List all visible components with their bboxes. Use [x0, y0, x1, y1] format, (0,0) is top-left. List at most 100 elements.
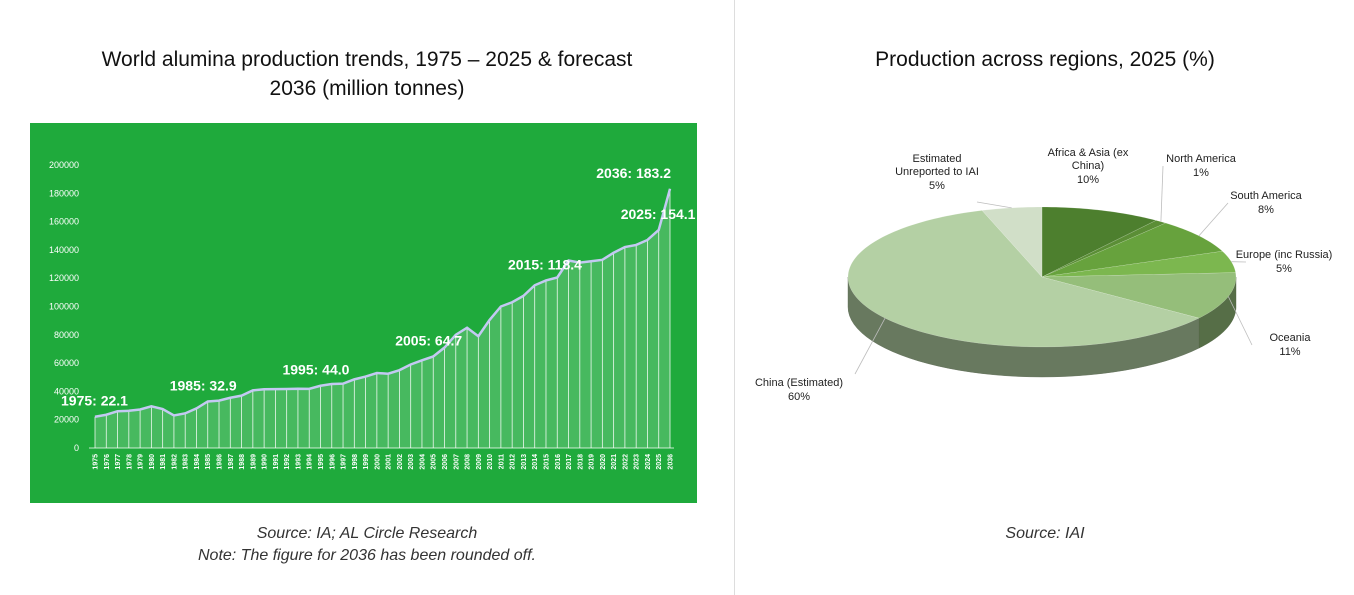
x-tick-label: 2024 — [645, 454, 652, 470]
trends-chart-title: World alumina production trends, 1975 – … — [0, 45, 734, 103]
regional-production-panel: Production across regions, 2025 (%) Afri… — [736, 0, 1354, 595]
y-tick-label: 40000 — [54, 386, 79, 396]
x-tick-label: 2036 — [668, 454, 675, 470]
pie-label-percent: 10% — [1077, 174, 1099, 186]
x-tick-label: 2023 — [634, 454, 641, 470]
annotation-1995: 1995: 44.0 — [282, 362, 349, 378]
x-tick-label: 1981 — [160, 454, 167, 470]
trends-title-line2: 2036 (million tonnes) — [269, 77, 465, 100]
x-tick-label: 2006 — [442, 454, 449, 470]
x-tick-label: 2016 — [555, 454, 562, 470]
x-tick-label: 2019 — [589, 454, 596, 470]
x-tick-label: 1984 — [194, 454, 201, 470]
x-tick-label: 1979 — [138, 454, 145, 470]
x-tick-label: 2001 — [386, 454, 393, 470]
pie-leader-line — [1227, 296, 1253, 346]
pie-label-name: Africa & Asia (ex — [1048, 147, 1129, 159]
x-tick-label: 2004 — [419, 454, 426, 470]
x-tick-label: 2005 — [431, 454, 438, 470]
y-tick-label: 0 — [74, 443, 79, 453]
x-tick-label: 1975 — [93, 454, 100, 470]
production-area-fill — [95, 188, 670, 448]
panel-divider — [734, 0, 735, 595]
x-tick-label: 2008 — [465, 454, 472, 470]
pie-label-percent: 60% — [788, 391, 810, 403]
production-area-chart: 0 20000 40000 60000 80000 100000 120000 140000 1… — [30, 123, 697, 503]
production-trends-panel: World alumina production trends, 1975 – … — [0, 45, 734, 564]
x-tick-label: 2002 — [397, 454, 404, 470]
x-tick-label: 1997 — [341, 454, 348, 470]
x-tick-label: 2014 — [532, 454, 539, 470]
x-tick-label: 2011 — [498, 454, 505, 469]
pie-leader-line — [1160, 165, 1164, 222]
x-tick-label: 2025 — [656, 454, 663, 470]
annotation-1975: 1975: 22.1 — [61, 393, 128, 409]
x-tick-label: 2022 — [622, 454, 629, 470]
x-tick-label: 1993 — [295, 454, 302, 470]
y-tick-label: 200000 — [49, 160, 79, 170]
pie-leader-line — [1198, 202, 1229, 237]
pie-label-name-line2: China) — [1072, 160, 1104, 172]
x-tick-label: 1999 — [363, 454, 370, 470]
x-tick-label: 2007 — [453, 454, 460, 470]
pie-source: Source: IAI — [1005, 525, 1085, 542]
trends-note-text: Note: The figure for 2036 has been round… — [197, 547, 536, 564]
annotation-2025: 2025: 154.1 — [621, 206, 696, 222]
annotation-2015: 2015: 118.4 — [508, 256, 582, 272]
x-tick-label: 2021 — [611, 454, 618, 470]
pie-label-percent: 1% — [1193, 167, 1209, 179]
y-tick-label: 160000 — [49, 217, 79, 227]
x-tick-label: 1982 — [171, 454, 178, 470]
x-tick-label: 1976 — [104, 454, 111, 470]
x-tick-label: 2003 — [408, 454, 415, 470]
y-tick-label: 180000 — [49, 188, 79, 198]
x-tick-label: 1983 — [183, 454, 190, 470]
x-tick-label: 1989 — [250, 454, 257, 470]
pie-label-name: China (Estimated) — [755, 377, 843, 389]
x-tick-label: 1994 — [307, 454, 314, 470]
x-tick-label: 1991 — [273, 454, 280, 470]
x-tick-label: 1987 — [228, 454, 235, 470]
pie-chart-title: Production across regions, 2025 (%) — [875, 48, 1215, 71]
y-tick-label: 20000 — [54, 415, 79, 425]
x-tick-label: 1998 — [352, 454, 359, 470]
x-tick-label: 1996 — [329, 454, 336, 470]
x-tick-label: 2020 — [600, 454, 607, 470]
production-series-line — [94, 188, 672, 418]
pie-label-name: North America — [1166, 153, 1237, 165]
pie-label-name: Estimated — [913, 153, 962, 165]
annotation-2005: 2005: 64.7 — [395, 332, 462, 348]
x-tick-label: 1992 — [284, 454, 291, 470]
trends-title-line1: World alumina production trends, 1975 – … — [101, 48, 633, 71]
pie-label-percent: 5% — [1276, 263, 1292, 275]
pie-label-percent: 5% — [929, 180, 945, 192]
x-tick-label: 1990 — [262, 454, 269, 470]
y-tick-label: 140000 — [49, 245, 79, 255]
x-tick-label: 2010 — [487, 454, 494, 470]
pie-label-percent: 8% — [1258, 204, 1274, 216]
pie-label-name: Europe (inc Russia) — [1236, 249, 1333, 261]
pie-label-percent: 11% — [1279, 346, 1300, 358]
annotation-2036: 2036: 183.2 — [596, 165, 671, 181]
pie-slice-africa-asia-ex — [1041, 206, 1157, 278]
x-tick-label: 1977 — [115, 454, 122, 470]
pie-leader-line — [976, 201, 1012, 209]
pie-label-name-line2: Unreported to IAI — [895, 166, 979, 178]
x-tick-label: 1986 — [217, 454, 224, 470]
y-tick-label: 80000 — [54, 330, 79, 340]
x-tick-label: 1985 — [205, 454, 212, 470]
x-tick-label: 2012 — [510, 454, 517, 470]
x-tick-label: 2000 — [374, 454, 381, 470]
y-tick-label: 60000 — [54, 358, 79, 368]
y-tick-label: 120000 — [49, 273, 79, 283]
pie-leader-line — [854, 317, 886, 375]
x-tick-label: 2013 — [521, 454, 528, 470]
x-tick-label: 2009 — [476, 454, 483, 470]
y-tick-label: 100000 — [49, 302, 79, 312]
chart-background — [30, 123, 697, 503]
x-tick-label: 1980 — [149, 454, 156, 470]
pie-label-name: Oceania — [1270, 332, 1312, 344]
x-tick-label: 1988 — [239, 454, 246, 470]
